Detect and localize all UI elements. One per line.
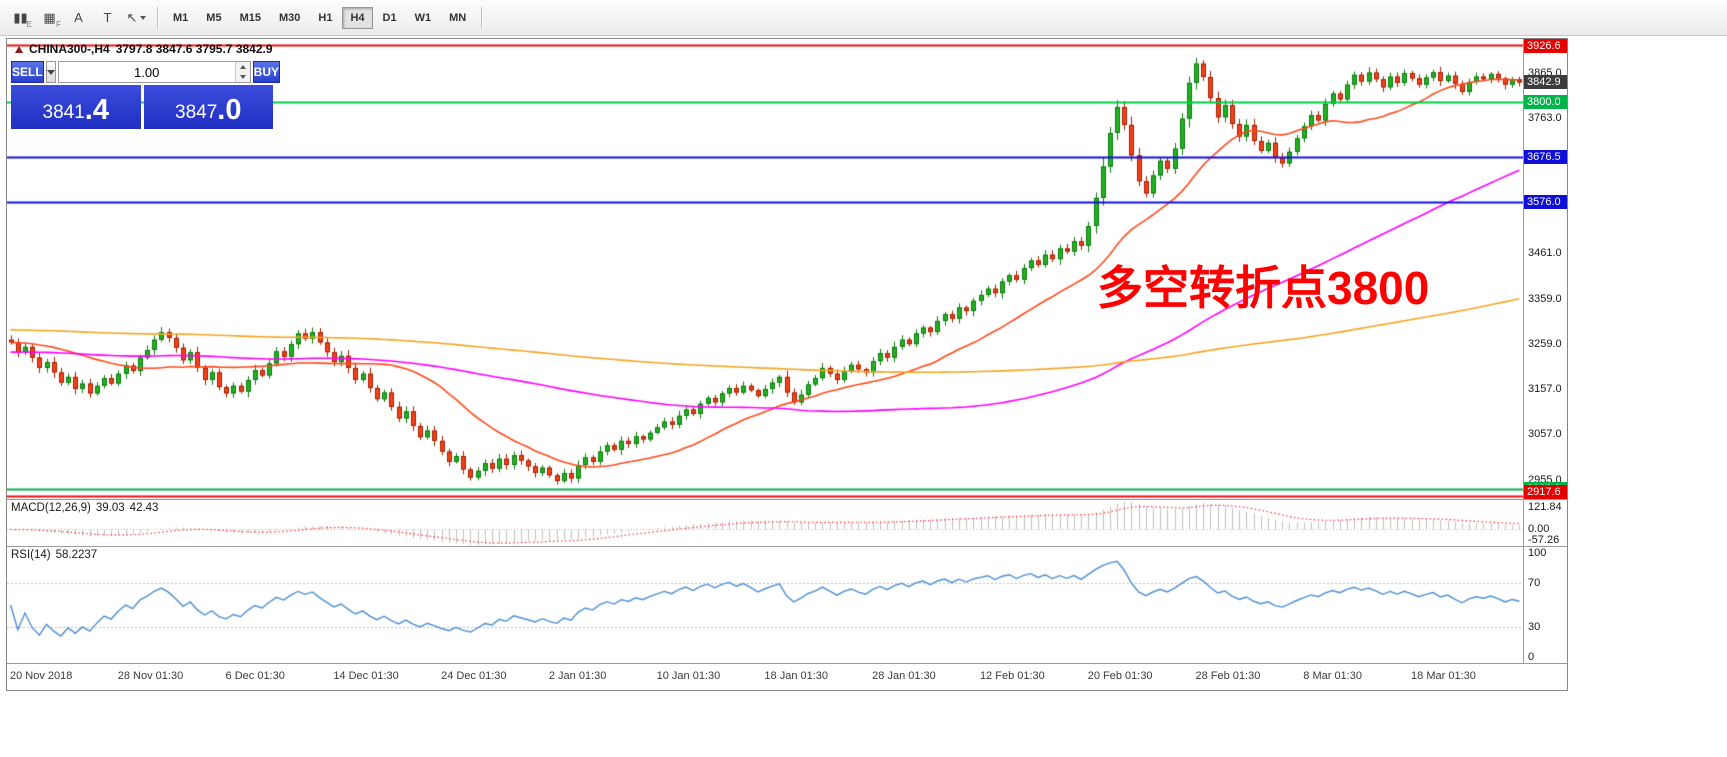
- bar-chart-icon[interactable]: ▮▮ E: [13, 9, 32, 29]
- sell-price-frac: .4: [84, 94, 109, 126]
- volume-preset-dropdown[interactable]: [45, 61, 56, 83]
- time-axis-label: 20 Nov 2018: [10, 670, 73, 682]
- chart-title: CHINA300-,H4 3797.8 3847.6 3795.7 3842.9: [15, 42, 273, 56]
- axis-separator-line: [1523, 39, 1524, 664]
- price-axis-label: 3763.0: [1528, 112, 1562, 125]
- pane-separator: [7, 663, 1567, 664]
- rsi-axis-label: 30: [1528, 620, 1541, 633]
- price-badge: 3576.0: [1524, 194, 1567, 209]
- macd-value: 39.03: [95, 502, 125, 514]
- time-axis-label: 18 Jan 01:30: [764, 670, 829, 682]
- drawing-tools-group: ▮▮ E ▦ F A T ↖: [6, 6, 151, 30]
- grid-icon[interactable]: ▦ F: [43, 9, 61, 29]
- chevron-down-icon: [46, 69, 55, 75]
- symbol-name: CHINA300-,H4: [29, 42, 110, 56]
- buy-price-main: 3847: [175, 102, 218, 123]
- sell-price-main: 3841: [42, 102, 85, 123]
- buy-price-frac: .0: [217, 94, 242, 126]
- chevron-up-icon: [239, 65, 246, 69]
- volume-stepper: [234, 62, 250, 82]
- ohlc-values: 3797.8 3847.6 3795.7 3842.9: [115, 42, 273, 56]
- rsi-label: RSI(14) 58.2237: [11, 549, 102, 561]
- macd-pane: MACD(12,26,9) 39.03 42.43: [7, 500, 1523, 546]
- timeframe-m30[interactable]: M30: [278, 11, 301, 24]
- macd-name: MACD(12,26,9): [11, 502, 91, 514]
- time-axis-label: 2 Jan 01:30: [548, 670, 607, 682]
- price-axis: 3865.0 3763.0 3461.0 3359.0 3259.0 3157.0 3057…: [1524, 39, 1567, 499]
- price-axis-label: 3461.0: [1528, 247, 1562, 260]
- timeframe-h4[interactable]: H4: [342, 6, 373, 29]
- label-tool-icon[interactable]: T: [103, 10, 112, 25]
- time-axis-label: 8 Mar 01:30: [1303, 670, 1362, 682]
- price-badge: 3926.6: [1524, 39, 1567, 53]
- timeframe-w1[interactable]: W1: [414, 11, 432, 24]
- time-axis-label: 6 Dec 01:30: [225, 670, 285, 682]
- rsi-axis-label: 0: [1528, 651, 1535, 663]
- price-axis-label: 3259.0: [1528, 337, 1562, 350]
- toolbar-divider: [157, 6, 158, 29]
- time-axis-label: 12 Feb 01:30: [979, 670, 1045, 682]
- timeframe-d1[interactable]: D1: [382, 11, 397, 24]
- volume-decrease-button[interactable]: [235, 72, 250, 82]
- rsi-value: 58.2237: [55, 549, 98, 561]
- buy-button[interactable]: BUY: [252, 61, 281, 83]
- timeframe-m1[interactable]: M1: [173, 11, 189, 24]
- sell-button[interactable]: SELL: [11, 61, 44, 83]
- timeframe-m5[interactable]: M5: [206, 11, 222, 24]
- price-badge: 3800.0: [1524, 94, 1567, 109]
- sell-price-box[interactable]: 3841.4: [11, 85, 141, 129]
- price-axis-label: 3157.0: [1528, 383, 1562, 396]
- symbol-icon: [15, 45, 23, 53]
- macd-axis: 121.84 0.00 -57.26: [1524, 500, 1567, 546]
- text-tool-icon[interactable]: A: [74, 10, 83, 25]
- time-axis-label: 28 Jan 01:30: [872, 670, 936, 682]
- price-axis-label: 3057.0: [1528, 428, 1562, 441]
- chart-window: CHINA300-,H4 3797.8 3847.6 3795.7 3842.9…: [6, 38, 1568, 691]
- chevron-down-icon: [140, 15, 147, 20]
- volume-field: [57, 61, 251, 83]
- time-axis-label: 24 Dec 01:30: [441, 670, 507, 682]
- time-axis-label: 14 Dec 01:30: [333, 670, 399, 682]
- toolbar-divider: [481, 6, 483, 29]
- macd-signal-value: 42.43: [129, 502, 159, 514]
- timeframe-h1[interactable]: H1: [318, 11, 333, 24]
- pane-separator[interactable]: [7, 499, 1567, 500]
- volume-increase-button[interactable]: [235, 62, 250, 72]
- macd-axis-label: -57.26: [1528, 534, 1560, 546]
- pane-separator[interactable]: [7, 546, 1567, 547]
- time-axis-label: 18 Mar 01:30: [1411, 670, 1476, 682]
- timeframe-mn[interactable]: MN: [449, 11, 467, 24]
- rsi-name: RSI(14): [11, 549, 51, 561]
- price-badge: 3842.9: [1524, 75, 1567, 90]
- price-axis-label: 3359.0: [1528, 292, 1562, 305]
- time-axis-label: 28 Nov 01:30: [117, 670, 184, 682]
- time-axis-label: 20 Feb 01:30: [1087, 670, 1153, 682]
- rsi-axis: 100 70 30 0: [1524, 547, 1567, 663]
- time-axis-label: 28 Feb 01:30: [1195, 670, 1261, 682]
- macd-chart-canvas[interactable]: [7, 500, 1523, 546]
- rsi-axis-label: 100: [1528, 547, 1547, 559]
- time-axis-label: 10 Jan 01:30: [656, 670, 721, 682]
- macd-axis-label: 0.00: [1528, 523, 1550, 536]
- buy-price-box[interactable]: 3847.0: [143, 85, 273, 129]
- timeframe-m15[interactable]: M15: [239, 11, 261, 24]
- timeframe-group: M1 M5 M15 M30 H1 H4 D1 W1 MN: [164, 6, 475, 29]
- rsi-pane: RSI(14) 58.2237: [7, 547, 1523, 663]
- time-axis[interactable]: 20 Nov 2018 28 Nov 01:30 6 Dec 01:30 14 Dec…: [7, 664, 1567, 690]
- toolbar: ▮▮ E ▦ F A T ↖ M1 M5 M15 M30 H1 H4 D1 W1 MN: [0, 0, 1727, 36]
- rsi-axis-label: 70: [1528, 577, 1541, 590]
- rsi-chart-canvas[interactable]: [7, 547, 1523, 663]
- cursor-tool-icon[interactable]: ↖: [123, 6, 150, 30]
- chevron-down-icon: [239, 75, 246, 79]
- annotation-text: 多空转折点3800: [1097, 262, 1430, 314]
- macd-label: MACD(12,26,9) 39.03 42.43: [11, 502, 163, 514]
- price-badge: 3676.5: [1524, 149, 1567, 164]
- macd-axis-label: 121.84: [1528, 501, 1562, 513]
- main-chart-pane: CHINA300-,H4 3797.8 3847.6 3795.7 3842.9…: [7, 39, 1523, 499]
- volume-input[interactable]: [58, 62, 235, 82]
- one-click-trade-panel: SELL BUY 3841.4 3847.0: [11, 61, 281, 129]
- price-badge: 2917.6: [1524, 485, 1567, 499]
